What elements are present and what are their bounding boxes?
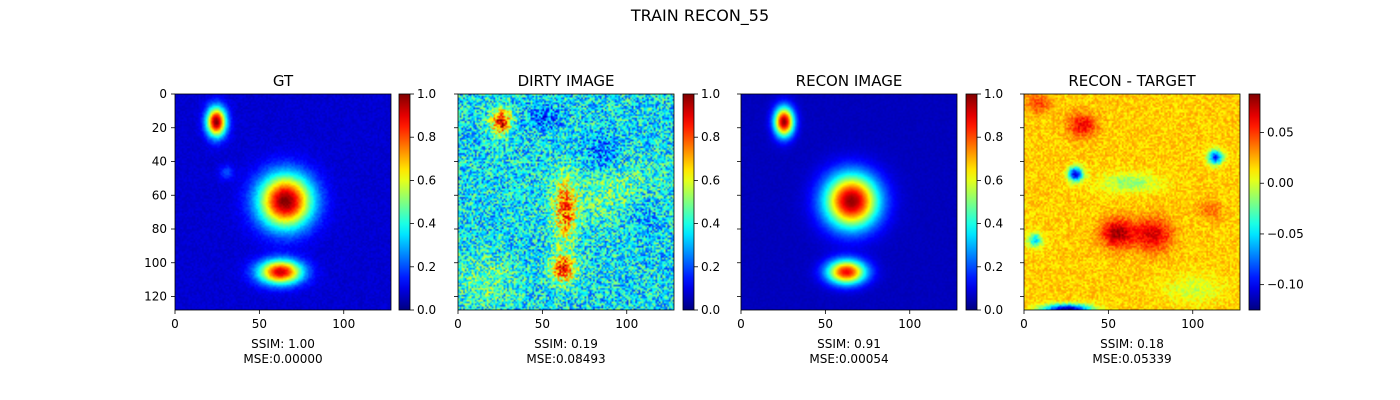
panel-title: DIRTY IMAGE (518, 72, 615, 90)
x-tick-label: 100 (1181, 317, 1204, 331)
metric-label: MSE:0.00000 (243, 352, 322, 366)
colorbar-tick-label: 0.4 (417, 217, 436, 231)
colorbar-tick-label: 0.8 (701, 130, 720, 144)
metric-label: SSIM: 0.19 (534, 337, 598, 351)
colorbar-tick-label: 0.4 (984, 217, 1003, 231)
colorbar-tick-label: 0.8 (417, 130, 436, 144)
colorbar (398, 93, 411, 311)
heatmap-image (741, 94, 957, 310)
axes-frame (1023, 93, 1241, 311)
colorbar (1248, 93, 1261, 311)
heatmap-image (175, 94, 391, 310)
colorbar-tick-label: 0.0 (417, 303, 436, 317)
panel-title: GT (273, 72, 294, 90)
colorbar (965, 93, 978, 311)
metric-label: SSIM: 0.91 (817, 337, 881, 351)
colorbar-tick-label: 0.6 (984, 173, 1003, 187)
colorbar-tick-label: 1.0 (984, 87, 1003, 101)
x-tick-label: 100 (615, 317, 638, 331)
y-tick-label: 80 (152, 222, 167, 236)
heatmap-image (1024, 94, 1240, 310)
colorbar-tick-label: 0.2 (701, 260, 720, 274)
colorbar-tick-label: 0.6 (701, 173, 720, 187)
x-tick-label: 0 (454, 317, 462, 331)
colorbar-tick-label: 0.0 (984, 303, 1003, 317)
colorbar-tick-label: 0.2 (417, 260, 436, 274)
x-tick-label: 100 (332, 317, 355, 331)
y-tick-label: 20 (152, 121, 167, 135)
metric-label: SSIM: 0.18 (1100, 337, 1164, 351)
axes-frame (457, 93, 675, 311)
y-tick-label: 120 (144, 290, 167, 304)
colorbar-tick-label: −0.05 (1267, 227, 1304, 241)
colorbar (682, 93, 695, 311)
x-tick-label: 50 (818, 317, 833, 331)
x-tick-label: 0 (737, 317, 745, 331)
colorbar-tick-label: 0.05 (1267, 126, 1294, 140)
colorbar-tick-label: 0.6 (417, 173, 436, 187)
heatmap-image (458, 94, 674, 310)
figure-suptitle: TRAIN RECON_55 (630, 6, 770, 25)
colorbar-tick-label: 1.0 (417, 87, 436, 101)
x-tick-label: 0 (171, 317, 179, 331)
metric-label: MSE:0.08493 (526, 352, 605, 366)
y-tick-label: 60 (152, 188, 167, 202)
colorbar-tick-label: 0.2 (984, 260, 1003, 274)
y-tick-label: 40 (152, 155, 167, 169)
axes-frame (174, 93, 392, 311)
panel-title: RECON IMAGE (796, 72, 903, 90)
panel-title: RECON - TARGET (1068, 72, 1196, 90)
panel-1: GT 0 50 100 0 20 40 60 80 100 120 SSIM: 1.00MSE:0.0… (144, 72, 436, 366)
metric-label: MSE:0.00054 (809, 352, 888, 366)
x-tick-label: 100 (898, 317, 921, 331)
colorbar-tick-label: −0.10 (1267, 278, 1304, 292)
x-tick-label: 50 (535, 317, 550, 331)
x-tick-label: 0 (1020, 317, 1028, 331)
panel-4: RECON - TARGET 0 50 100 SSIM: 0.18MSE:0.0533… (1020, 72, 1304, 366)
x-tick-label: 50 (252, 317, 267, 331)
colorbar-tick-label: 1.0 (701, 87, 720, 101)
metric-label: MSE:0.05339 (1092, 352, 1171, 366)
colorbar-tick-label: 0.0 (701, 303, 720, 317)
colorbar-tick-label: 0.4 (701, 217, 720, 231)
x-tick-label: 50 (1101, 317, 1116, 331)
axes-frame (740, 93, 958, 311)
colorbar-tick-label: 0.8 (984, 130, 1003, 144)
colorbar-tick-label: 0.00 (1267, 176, 1294, 190)
y-tick-label: 0 (159, 87, 167, 101)
metric-label: SSIM: 1.00 (251, 337, 315, 351)
y-tick-label: 100 (144, 256, 167, 270)
